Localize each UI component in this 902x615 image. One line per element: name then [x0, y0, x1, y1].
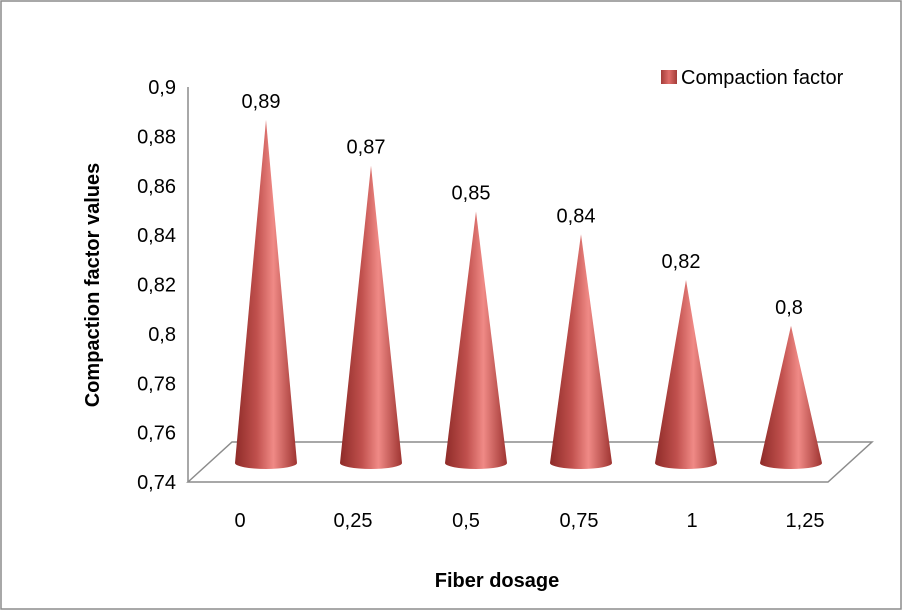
- bar-cone: [655, 280, 717, 469]
- bar: [340, 165, 402, 469]
- y-tick-label: 0,78: [137, 373, 176, 395]
- x-tick-label: 1,25: [786, 510, 825, 532]
- bar: [445, 211, 507, 469]
- x-tick-label: 0: [234, 510, 245, 532]
- data-label: 0,8: [775, 297, 803, 319]
- data-label: 0,89: [242, 91, 281, 113]
- y-tick-label: 0,8: [148, 324, 176, 346]
- data-label: 0,85: [452, 182, 491, 204]
- legend-swatch: [661, 70, 677, 84]
- bar: [550, 234, 612, 469]
- data-label: 0,84: [557, 205, 596, 227]
- bar: [760, 325, 822, 469]
- x-tick-label: 1: [686, 510, 697, 532]
- y-axis-ticks: 0,74 0,76 0,78 0,8 0,82 0,84 0,86 0,88 0,9: [137, 77, 176, 494]
- bar-cone: [445, 211, 507, 469]
- x-tick-label: 0,5: [452, 510, 480, 532]
- x-axis-title: Fiber dosage: [435, 570, 559, 592]
- y-axis-title: Compaction factor values: [82, 163, 104, 408]
- bar-cone: [550, 234, 612, 469]
- bar-cone: [760, 325, 822, 469]
- y-tick-label: 0,82: [137, 275, 176, 297]
- x-axis-ticks: 0 0,25 0,5 0,75 1 1,25: [234, 510, 824, 532]
- x-tick-label: 0,25: [334, 510, 373, 532]
- data-label: 0,87: [347, 137, 386, 159]
- bar-series: [235, 119, 822, 469]
- y-tick-label: 0,88: [137, 126, 176, 148]
- y-tick-label: 0,74: [137, 472, 176, 494]
- bar-cone: [235, 119, 297, 469]
- legend: Compaction factor: [661, 67, 844, 89]
- y-tick-label: 0,86: [137, 176, 176, 198]
- y-tick-label: 0,84: [137, 225, 176, 247]
- legend-label: Compaction factor: [681, 67, 844, 89]
- bar-cone: [340, 165, 402, 469]
- y-tick-label: 0,76: [137, 423, 176, 445]
- data-labels: 0,89 0,87 0,85 0,84 0,82 0,8: [242, 91, 803, 319]
- data-label: 0,82: [662, 251, 701, 273]
- bar: [655, 280, 717, 469]
- bar: [235, 119, 297, 469]
- y-tick-label: 0,9: [148, 77, 176, 99]
- x-tick-label: 0,75: [560, 510, 599, 532]
